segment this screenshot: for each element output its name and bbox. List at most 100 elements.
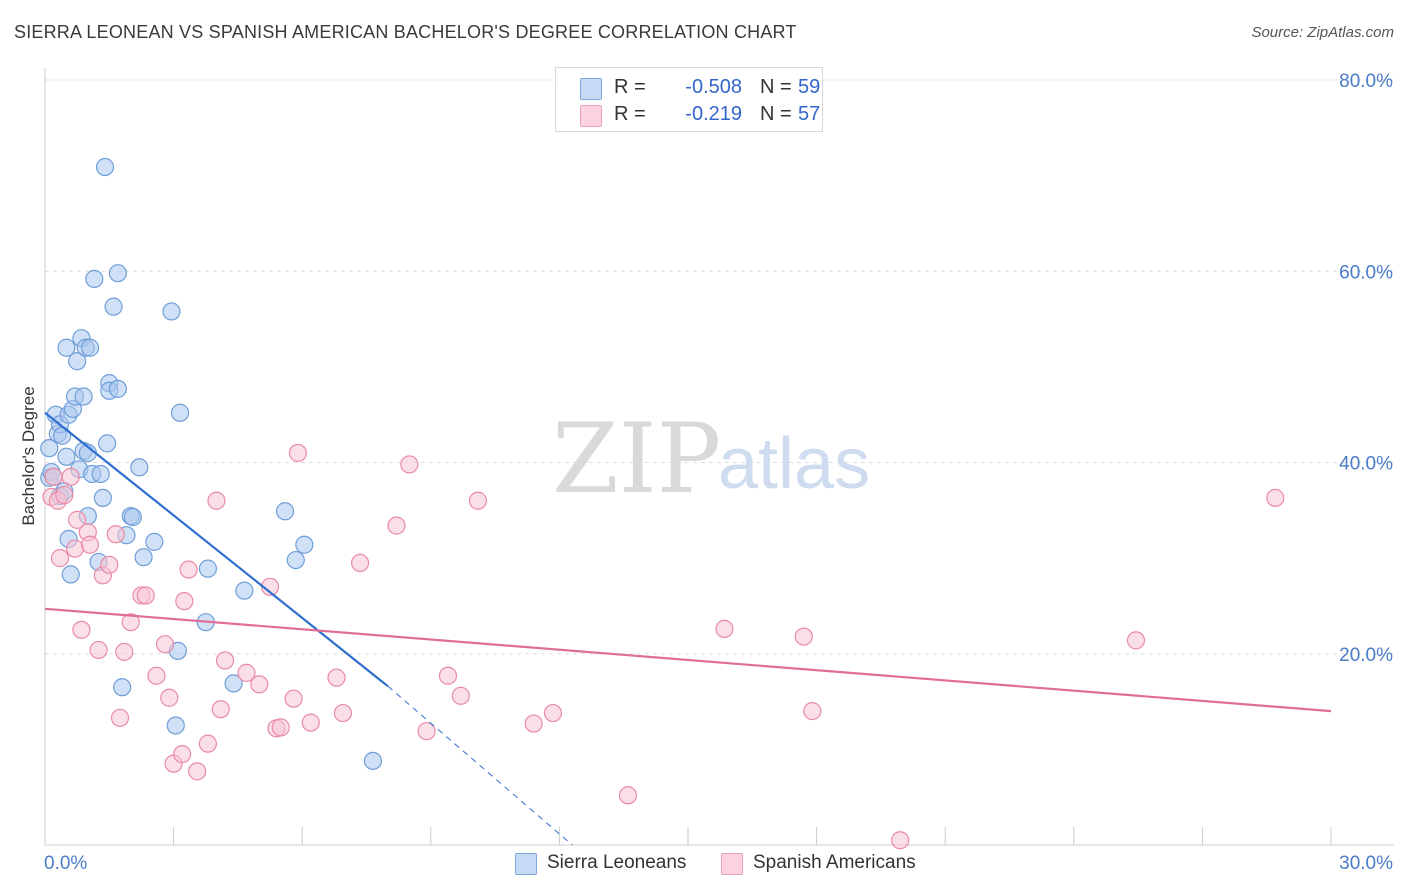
spanish-american-point — [188, 762, 207, 781]
sierra-leonean-point — [95, 157, 115, 177]
sierra-leonean-point — [93, 488, 112, 507]
sierra-leonean-point — [286, 550, 305, 570]
tick-labels: 20.0% 40.0% 60.0% 80.0% 0.0% 30.0% — [44, 71, 1393, 874]
y-axis-label: Bachelor's Degree — [19, 386, 38, 525]
spanish-american-point — [543, 703, 563, 723]
spanish-american-point — [61, 467, 80, 486]
spanish-american-point — [55, 485, 74, 505]
trend-line-spanish-americans — [44, 607, 1332, 713]
spanish-american-point — [115, 642, 134, 661]
sierra-leonean-point — [166, 716, 185, 735]
trend-line-sierra-leoneans-extension — [387, 685, 573, 846]
spanish-american-point — [160, 688, 179, 707]
spanish-american-point — [891, 831, 910, 850]
spanish-american-point — [110, 708, 130, 727]
sierra-leonean-point — [53, 426, 72, 445]
sierra-leonean-point — [108, 379, 127, 398]
spanish-american-point — [100, 555, 119, 574]
spanish-american-point — [50, 549, 70, 568]
spanish-american-point — [350, 553, 370, 573]
spanish-american-point — [618, 786, 638, 805]
spanish-american-point — [136, 586, 155, 605]
spanish-american-point — [271, 718, 290, 737]
spanish-american-point — [468, 491, 488, 510]
spanish-american-point — [288, 443, 308, 463]
spanish-american-point — [237, 663, 256, 682]
spanish-american-point — [301, 713, 320, 732]
spanish-american-point — [387, 516, 406, 535]
spanish-american-point — [155, 635, 175, 654]
spanish-american-point — [106, 525, 125, 544]
stats-legend: R = -0.508 N = 59 R = -0.219 N = 57 — [555, 67, 823, 132]
spanish-american-point — [80, 535, 100, 554]
spanish-american-point — [89, 640, 108, 660]
sierra-leonean-point — [275, 502, 295, 521]
sierra-leonean-point — [57, 338, 76, 357]
legend-r-label: R = — [614, 76, 646, 98]
y-tick-label: 60.0% — [1339, 262, 1393, 283]
sierra-leonean-point — [68, 352, 87, 371]
chart-title: SIERRA LEONEAN VS SPANISH AMERICAN BACHE… — [14, 22, 797, 42]
y-tick-label: 80.0% — [1339, 71, 1393, 92]
spanish-american-point — [803, 702, 822, 721]
spanish-american-point — [327, 668, 346, 687]
watermark-atlas: atlas — [718, 424, 870, 504]
legend-swatch-blue — [580, 78, 602, 100]
sierra-leonean-point — [363, 751, 383, 770]
axes — [44, 68, 1394, 846]
spanish-american-point — [147, 666, 166, 685]
spanish-american-point — [1266, 488, 1285, 507]
y-tick-label: 20.0% — [1339, 645, 1393, 666]
spanish-american-point — [524, 714, 543, 733]
spanish-american-point — [438, 666, 458, 685]
spanish-american-point — [121, 613, 140, 632]
spanish-american-point — [179, 560, 198, 579]
watermark: ZIP atlas — [552, 403, 870, 515]
sierra-leonean-point — [74, 387, 93, 406]
sierra-leonean-point — [80, 338, 100, 357]
spanish-american-point — [451, 686, 470, 705]
legend-r-value: -0.219 — [685, 103, 742, 125]
x-tick-label: 30.0% — [1339, 853, 1393, 874]
legend-r-value: -0.508 — [685, 76, 742, 98]
spanish-american-point — [207, 491, 226, 510]
spanish-american-point — [44, 467, 63, 486]
grid-lines — [45, 79, 1394, 655]
spanish-american-point — [68, 510, 87, 529]
y-tick-label: 40.0% — [1339, 454, 1393, 475]
sierra-leonean-point — [198, 559, 217, 578]
data-points — [40, 157, 1285, 850]
sierra-leonean-point — [40, 439, 59, 458]
spanish-american-point — [215, 651, 235, 670]
legend-r-label: R = — [614, 103, 646, 125]
spanish-american-point — [400, 455, 419, 474]
legend-swatch-pink — [580, 105, 602, 127]
x-tick-label: 0.0% — [44, 853, 87, 874]
legend-swatch-blue — [515, 853, 537, 875]
sierra-leonean-point — [130, 458, 149, 477]
watermark-zip: ZIP — [552, 403, 721, 515]
legend-label: Sierra Leoneans — [547, 852, 687, 873]
sierra-leonean-point — [113, 678, 132, 697]
legend-n-value: 57 — [798, 103, 821, 125]
sierra-leonean-point — [295, 535, 314, 554]
sierra-leonean-point — [85, 269, 104, 288]
legend-n-value: 59 — [798, 76, 821, 98]
source-credit: Source: ZipAtlas.com — [1251, 24, 1394, 41]
spanish-american-point — [72, 620, 91, 639]
sierra-leonean-point — [162, 302, 181, 321]
trend-lines — [44, 411, 1332, 846]
sierra-leonean-point — [145, 532, 164, 551]
legend-swatch-pink — [721, 853, 743, 875]
trend-line-sierra-leoneans — [44, 411, 389, 688]
sierra-leonean-point — [123, 507, 142, 527]
spanish-american-point — [333, 703, 353, 723]
spanish-american-point — [250, 675, 269, 694]
sierra-leonean-point — [61, 565, 80, 584]
legend-n-label: N = — [760, 103, 792, 125]
spanish-american-point — [1126, 631, 1146, 650]
legend-label: Spanish Americans — [753, 852, 916, 873]
spanish-american-point — [715, 619, 734, 638]
spanish-american-point — [198, 734, 217, 753]
